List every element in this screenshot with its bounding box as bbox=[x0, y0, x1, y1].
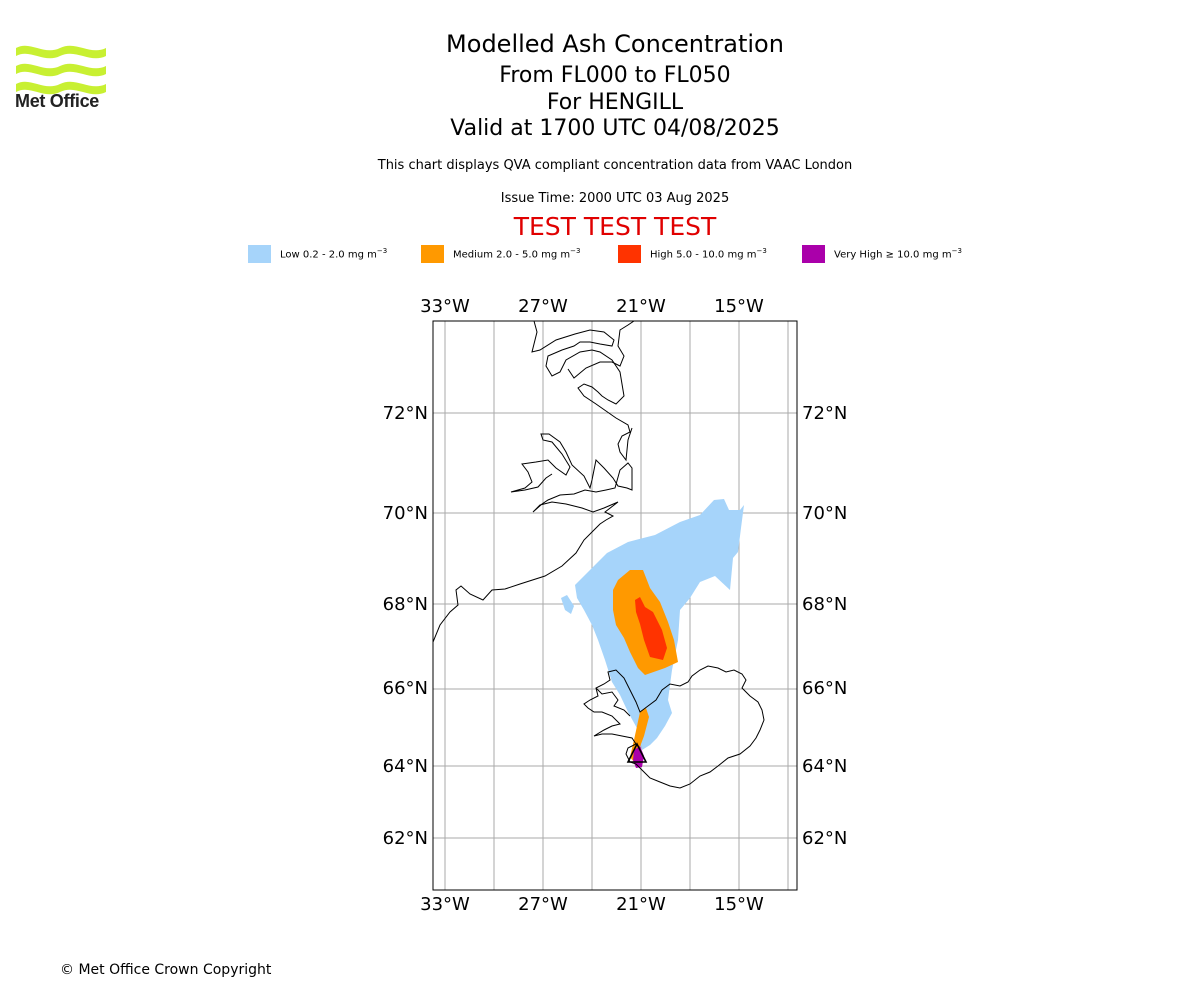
iceland-westfjords bbox=[595, 687, 631, 717]
iceland-coastline bbox=[583, 665, 765, 789]
greenland-coastline bbox=[433, 433, 633, 643]
lat-label-right-70n: 70°N bbox=[802, 503, 847, 524]
lat-label-right-64n: 64°N bbox=[802, 756, 847, 777]
legend-label-medium: Medium 2.0 - 5.0 mg m−3 bbox=[453, 247, 581, 261]
compliance-note: This chart displays QVA compliant concen… bbox=[377, 158, 853, 173]
coastlines bbox=[433, 321, 765, 789]
greenland-coastline-north bbox=[531, 321, 633, 462]
flight-level-range: From FL000 to FL050 bbox=[499, 63, 731, 88]
legend-label-very-high: Very High ≥ 10.0 mg m−3 bbox=[834, 247, 962, 261]
lat-label-right-72n: 72°N bbox=[802, 403, 847, 424]
legend-item-high: High 5.0 - 10.0 mg m−3 bbox=[618, 244, 767, 264]
legend-swatch-medium bbox=[421, 245, 444, 263]
volcano-name: For HENGILL bbox=[546, 90, 684, 115]
lat-label-right-68n: 68°N bbox=[802, 594, 847, 615]
lon-label-bottom-21w: 21°W bbox=[616, 894, 666, 915]
triangle-icon bbox=[626, 742, 648, 763]
lon-label-bottom-15w: 15°W bbox=[714, 894, 764, 915]
met-office-logo-text: Met Office bbox=[15, 91, 100, 111]
lon-label-top-27w: 27°W bbox=[518, 296, 568, 317]
lat-label-right-66n: 66°N bbox=[802, 678, 847, 699]
valid-time: Valid at 1700 UTC 04/08/2025 bbox=[450, 116, 780, 141]
legend-swatch-high bbox=[618, 245, 641, 263]
ash-low-fragment bbox=[561, 595, 574, 614]
met-office-logo-icon bbox=[16, 45, 106, 95]
lat-label-left-70n: 70°N bbox=[383, 503, 428, 524]
lat-label-left-62n: 62°N bbox=[383, 828, 428, 849]
legend-label-low: Low 0.2 - 2.0 mg m−3 bbox=[280, 247, 388, 261]
copyright-notice: © Met Office Crown Copyright bbox=[60, 962, 272, 978]
legend-item-low: Low 0.2 - 2.0 mg m−3 bbox=[248, 244, 387, 264]
lat-label-left-72n: 72°N bbox=[383, 403, 428, 424]
lon-label-top-21w: 21°W bbox=[616, 296, 666, 317]
greenland-coastline-fjord bbox=[567, 321, 635, 379]
map-frame bbox=[432, 320, 798, 891]
lat-label-left-68n: 68°N bbox=[383, 594, 428, 615]
legend-item-very-high: Very High ≥ 10.0 mg m−3 bbox=[802, 244, 962, 264]
legend-label-high: High 5.0 - 10.0 mg m−3 bbox=[650, 247, 767, 261]
chart-title: Modelled Ash Concentration bbox=[446, 30, 784, 58]
lat-label-right-62n: 62°N bbox=[802, 828, 847, 849]
issue-time: Issue Time: 2000 UTC 03 Aug 2025 bbox=[500, 191, 730, 206]
legend-swatch-very-high bbox=[802, 245, 825, 263]
legend-swatch-low bbox=[248, 245, 271, 263]
lon-label-top-33w: 33°W bbox=[420, 296, 470, 317]
legend-item-medium: Medium 2.0 - 5.0 mg m−3 bbox=[421, 244, 580, 264]
lat-label-left-64n: 64°N bbox=[383, 756, 428, 777]
test-banner: TEST TEST TEST bbox=[513, 212, 717, 241]
lon-label-bottom-27w: 27°W bbox=[518, 894, 568, 915]
map-content bbox=[433, 321, 797, 890]
lat-label-left-66n: 66°N bbox=[383, 678, 428, 699]
ash-high-region bbox=[635, 597, 667, 660]
lon-label-bottom-33w: 33°W bbox=[420, 894, 470, 915]
lon-label-top-15w: 15°W bbox=[714, 296, 764, 317]
